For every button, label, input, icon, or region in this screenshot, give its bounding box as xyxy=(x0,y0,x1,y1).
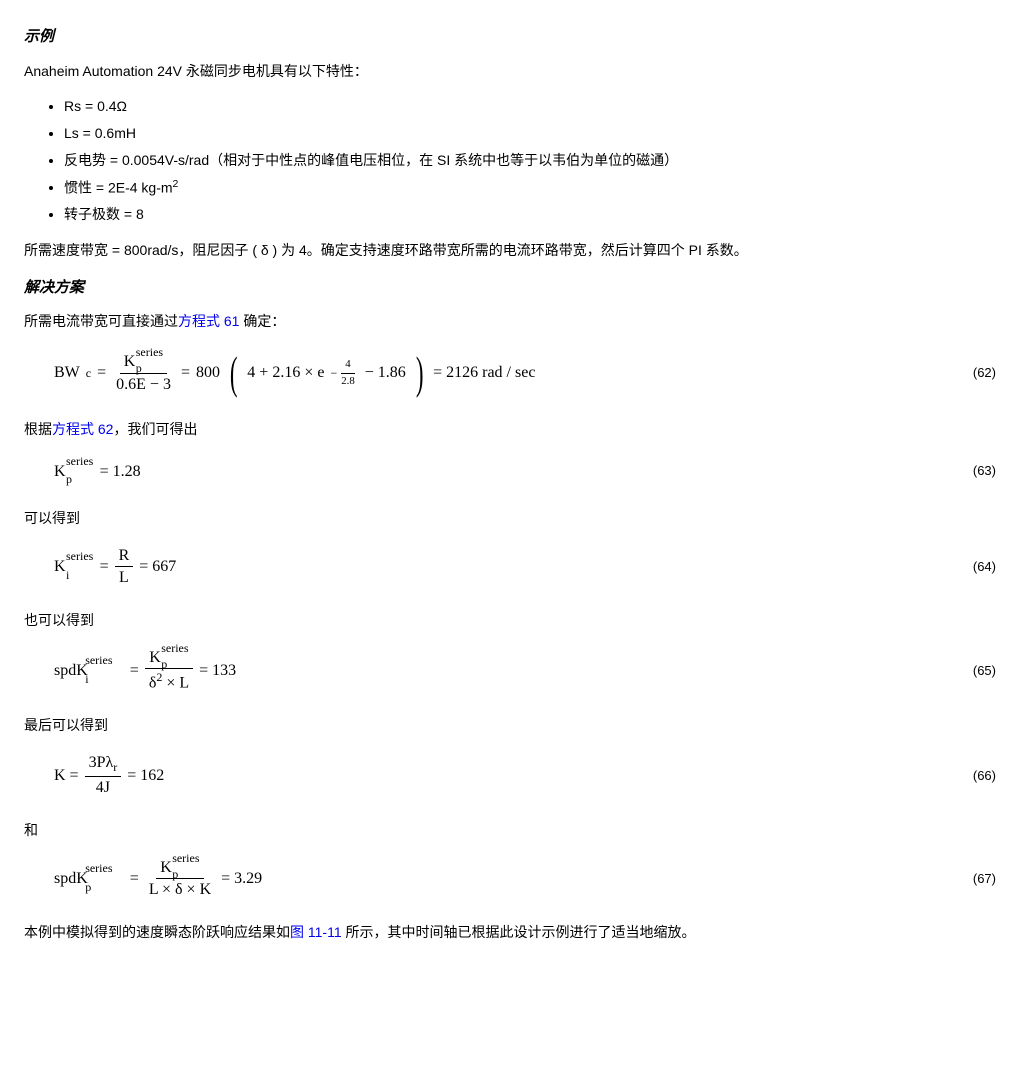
problem-text: 所需速度带宽 = 800rad/s，阻尼因子 ( δ ) 为 4。确定支持速度环… xyxy=(24,239,1008,263)
equation-67: spdKseriesp = Kseriesp L × δ × K = 3.29 … xyxy=(54,859,1008,899)
sol-p3: 可以得到 xyxy=(24,507,1008,531)
example-heading: 示例 xyxy=(24,24,1008,50)
equation-62: BWc = Kseriesp 0.6E − 3 = 800 ( 4 + 2.16… xyxy=(54,350,1008,396)
equation-64: Kseriesi = R L = 667 (64) xyxy=(54,547,1008,587)
eq-num-66: (66) xyxy=(973,765,1008,787)
link-fig11-11[interactable]: 图 11-11 xyxy=(290,924,342,940)
equation-65: spdKseriesi = Kseriesp δ2 × L = 133 (65) xyxy=(54,649,1008,693)
eq-num-67: (67) xyxy=(973,868,1008,890)
eq-num-62: (62) xyxy=(973,362,1008,384)
spec-inertia: 惯性 = 2E-4 kg-m2 xyxy=(64,176,1008,200)
equation-66: K = 3Pλr 4J = 162 (66) xyxy=(54,754,1008,797)
sol-p2: 根据方程式 62，我们可得出 xyxy=(24,418,1008,442)
equation-63: Kseriesp = 1.28 (63) xyxy=(54,458,1008,485)
sol-p5: 最后可以得到 xyxy=(24,714,1008,738)
intro-text: Anaheim Automation 24V 永磁同步电机具有以下特性： xyxy=(24,60,1008,84)
spec-ls: Ls = 0.6mH xyxy=(64,122,1008,146)
sol-p4: 也可以得到 xyxy=(24,609,1008,633)
spec-rs: Rs = 0.4Ω xyxy=(64,95,1008,119)
spec-list: Rs = 0.4Ω Ls = 0.6mH 反电势 = 0.0054V-s/rad… xyxy=(24,95,1008,227)
eq-num-65: (65) xyxy=(973,660,1008,682)
sol-p7: 本例中模拟得到的速度瞬态阶跃响应结果如图 11-11 所示，其中时间轴已根据此设… xyxy=(24,921,1008,945)
link-eq61[interactable]: 方程式 61 xyxy=(178,313,239,329)
spec-backemf: 反电势 = 0.0054V-s/rad（相对于中性点的峰值电压相位，在 SI 系… xyxy=(64,149,1008,173)
spec-poles: 转子极数 = 8 xyxy=(64,203,1008,227)
solution-heading: 解决方案 xyxy=(24,275,1008,301)
eq-num-64: (64) xyxy=(973,556,1008,578)
sol-p6: 和 xyxy=(24,819,1008,843)
link-eq62[interactable]: 方程式 62 xyxy=(52,421,113,437)
sol-p1: 所需电流带宽可直接通过方程式 61 确定： xyxy=(24,310,1008,334)
eq-num-63: (63) xyxy=(973,460,1008,482)
